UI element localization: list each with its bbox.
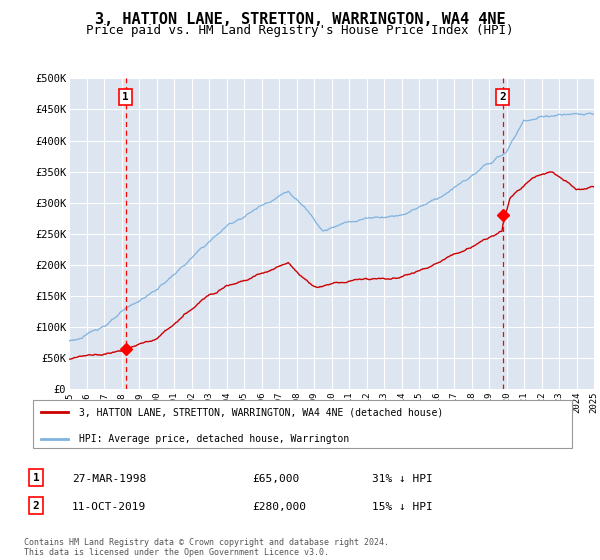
Text: Price paid vs. HM Land Registry's House Price Index (HPI): Price paid vs. HM Land Registry's House … (86, 24, 514, 37)
Text: 2: 2 (32, 501, 40, 511)
Text: 31% ↓ HPI: 31% ↓ HPI (372, 474, 433, 484)
Text: 2: 2 (499, 92, 506, 102)
Text: 1: 1 (32, 473, 40, 483)
Text: 3, HATTON LANE, STRETTON, WARRINGTON, WA4 4NE: 3, HATTON LANE, STRETTON, WARRINGTON, WA… (95, 12, 505, 27)
Text: 27-MAR-1998: 27-MAR-1998 (72, 474, 146, 484)
FancyBboxPatch shape (33, 400, 572, 448)
Text: 3, HATTON LANE, STRETTON, WARRINGTON, WA4 4NE (detached house): 3, HATTON LANE, STRETTON, WARRINGTON, WA… (79, 408, 443, 418)
Text: Contains HM Land Registry data © Crown copyright and database right 2024.
This d: Contains HM Land Registry data © Crown c… (24, 538, 389, 557)
Text: 11-OCT-2019: 11-OCT-2019 (72, 502, 146, 512)
Text: 15% ↓ HPI: 15% ↓ HPI (372, 502, 433, 512)
Text: HPI: Average price, detached house, Warrington: HPI: Average price, detached house, Warr… (79, 434, 349, 444)
Text: 1: 1 (122, 92, 129, 102)
Text: £65,000: £65,000 (252, 474, 299, 484)
Text: £280,000: £280,000 (252, 502, 306, 512)
